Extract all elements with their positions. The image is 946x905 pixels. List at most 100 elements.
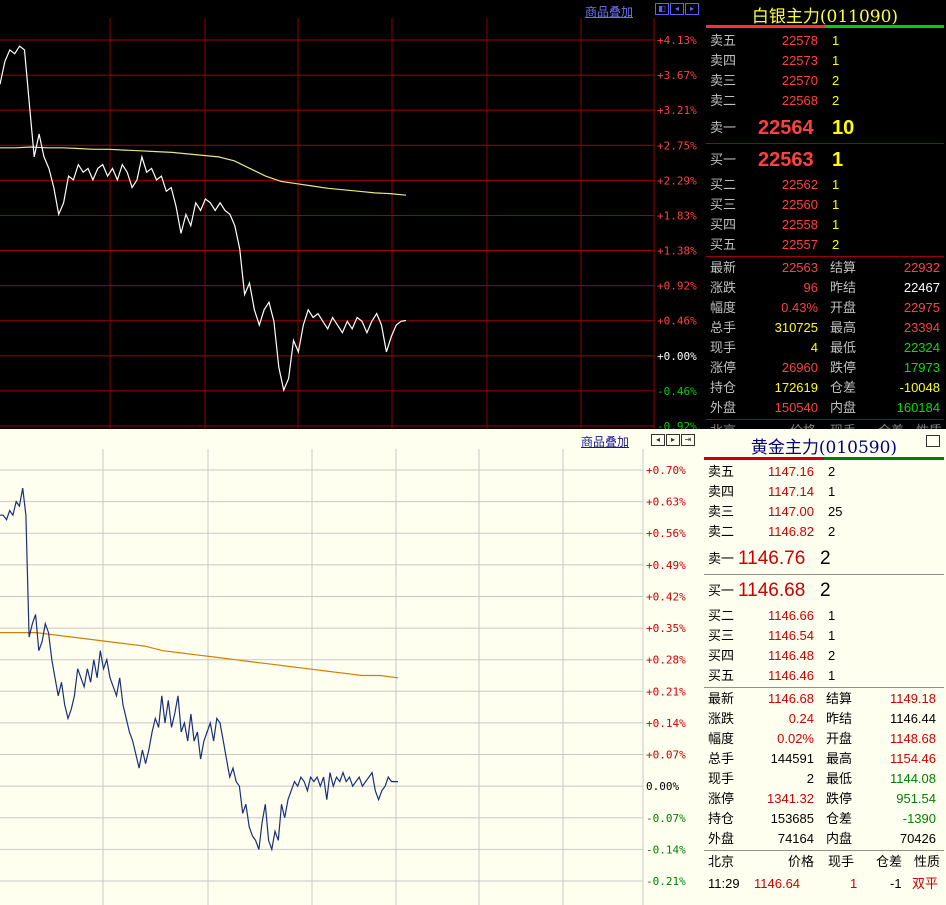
pct-axis-label: +2.29% <box>657 174 697 187</box>
pct-axis-label: +0.92% <box>657 280 697 293</box>
sell-price: 22570 <box>781 73 818 88</box>
pct-axis-label: +0.07% <box>646 749 686 762</box>
trade-row: 11:29 1146.64 1 -1 双平 <box>702 874 946 894</box>
stat-label: 涨跌 <box>708 711 735 726</box>
best-ask-price: 22564 <box>758 117 814 139</box>
stat-label: 仓差 <box>826 811 853 826</box>
stat-value: 1146.44 <box>889 711 936 726</box>
sell-price: 1147.14 <box>767 484 814 499</box>
trade-column-header: 现手 <box>830 421 856 429</box>
sell-level-row: 卖四 1147.14 1 <box>702 482 946 502</box>
arrow-left-icon[interactable]: ◂ <box>651 434 665 446</box>
stat-label: 最高 <box>830 320 857 335</box>
stat-value: 1154.46 <box>889 751 936 766</box>
stat-value: 70426 <box>899 831 936 846</box>
buy-level-row: 买二 22562 1 <box>704 175 946 195</box>
stat-value: 22467 <box>903 280 940 295</box>
volume: 2 <box>832 93 840 108</box>
stat-value: 96 <box>803 280 818 295</box>
stat-label: 幅度 <box>710 300 737 315</box>
sell-price: 22568 <box>781 93 818 108</box>
end-icon[interactable]: ⇥ <box>681 434 695 446</box>
stat-value: 1146.68 <box>767 691 814 706</box>
stat-label: 结算 <box>826 691 853 706</box>
stat-label: 总手 <box>710 320 737 335</box>
silver-chart-canvas: +4.13% +3.67% +3.21% +2.75% +2.29% +1.83% +1.3… <box>0 18 697 429</box>
buy-price: 22560 <box>781 197 818 212</box>
trade-column-header: 仓差 <box>878 421 904 429</box>
stat-value: 4 <box>810 340 818 355</box>
stat-value: 0.02% <box>777 731 814 746</box>
gold-intraday-chart[interactable]: +0.70% +0.63% +0.56% +0.49% +0.42% +0.35% +0.2… <box>0 429 702 905</box>
stat-value: 0.43% <box>781 300 818 315</box>
trade-column-header: 北京 <box>708 854 735 869</box>
level-label: 卖三 <box>708 504 735 519</box>
volume: 1 <box>828 628 836 643</box>
pct-axis-label: -0.92% <box>657 420 697 429</box>
overlay-commodity-link[interactable]: 商品叠加 <box>585 5 634 19</box>
volume: 1 <box>828 484 836 499</box>
stat-label: 总手 <box>708 751 735 766</box>
price-line <box>0 45 407 393</box>
level-label: 买四 <box>708 648 735 663</box>
stat-label: 昨结 <box>826 711 853 726</box>
arrow-right-icon[interactable]: ▸ <box>685 3 699 15</box>
volume: 1 <box>832 53 840 68</box>
stat-row: 幅度 0.02% 开盘 1148.68 <box>702 729 946 749</box>
level-label: 买五 <box>710 237 737 252</box>
stat-label: 现手 <box>710 340 737 355</box>
gold-contract-title: 黄金主力(010590) <box>750 438 898 458</box>
stat-value: 17973 <box>903 360 940 375</box>
stats-divider <box>706 256 944 257</box>
buy-price: 1146.46 <box>767 668 814 683</box>
buy-level-row: 买五 22557 2 <box>704 235 946 255</box>
stat-row: 最新 22563 结算 22932 <box>704 258 946 278</box>
level-label: 买二 <box>708 608 735 623</box>
pct-axis-label: +0.49% <box>646 559 686 572</box>
sell-price: 1147.16 <box>767 464 814 479</box>
buy-price: 22558 <box>781 217 818 232</box>
trade-column-header: 北京 <box>710 421 736 429</box>
trade-column-header: 现手 <box>828 854 855 869</box>
stats-divider <box>704 687 944 688</box>
stat-label: 涨停 <box>710 360 737 375</box>
pct-axis-label: +3.67% <box>657 69 697 82</box>
silver-intraday-chart[interactable]: +4.13% +3.67% +3.21% +2.75% +2.29% +1.83% +1.3… <box>0 0 704 429</box>
best-bid-volume: 2 <box>820 580 831 601</box>
stat-value: 22975 <box>903 300 940 315</box>
stat-value: 2 <box>806 771 814 786</box>
volume: 1 <box>832 177 840 192</box>
buy-price: 1146.48 <box>767 648 814 663</box>
collapse-icon[interactable]: ◧ <box>655 3 669 15</box>
average-price-line <box>0 632 399 679</box>
sell-level-row: 卖五 1147.16 2 <box>702 462 946 482</box>
stat-value: -1390 <box>902 811 936 826</box>
arrow-right-icon[interactable]: ▸ <box>666 434 680 446</box>
buy-price: 1146.66 <box>767 608 814 623</box>
level-label: 卖一 <box>710 120 737 135</box>
stat-label: 昨结 <box>830 280 857 295</box>
level-label: 买三 <box>710 197 737 212</box>
pct-axis-label: +0.28% <box>646 654 686 667</box>
stat-label: 幅度 <box>708 731 735 746</box>
gold-chart-controls: ◂ ▸ ⇥ <box>651 434 695 446</box>
stat-label: 涨跌 <box>710 280 737 295</box>
arrow-left-icon[interactable]: ◂ <box>670 3 684 15</box>
trade-price: 1146.64 <box>754 876 801 891</box>
sell-level-row: 卖四 22573 1 <box>704 51 946 71</box>
title-divider <box>704 457 944 460</box>
trade-column-header: 价格 <box>788 854 815 869</box>
restore-window-icon[interactable] <box>926 435 940 447</box>
trade-nature: 双平 <box>912 876 939 891</box>
trade-column-header: 性质 <box>916 421 942 429</box>
sell-level-row: 卖二 22568 2 <box>704 91 946 111</box>
level-label: 买四 <box>710 217 737 232</box>
best-ask-volume: 2 <box>820 548 831 569</box>
buy-level-row: 买二 1146.66 1 <box>702 606 946 626</box>
stat-value: 1144.08 <box>889 771 936 786</box>
book-divider <box>706 143 944 144</box>
sell-price: 1146.82 <box>767 524 814 539</box>
pct-axis-label: +0.35% <box>646 622 686 635</box>
overlay-commodity-link[interactable]: 商品叠加 <box>581 435 630 449</box>
sell-price: 1147.00 <box>767 504 814 519</box>
